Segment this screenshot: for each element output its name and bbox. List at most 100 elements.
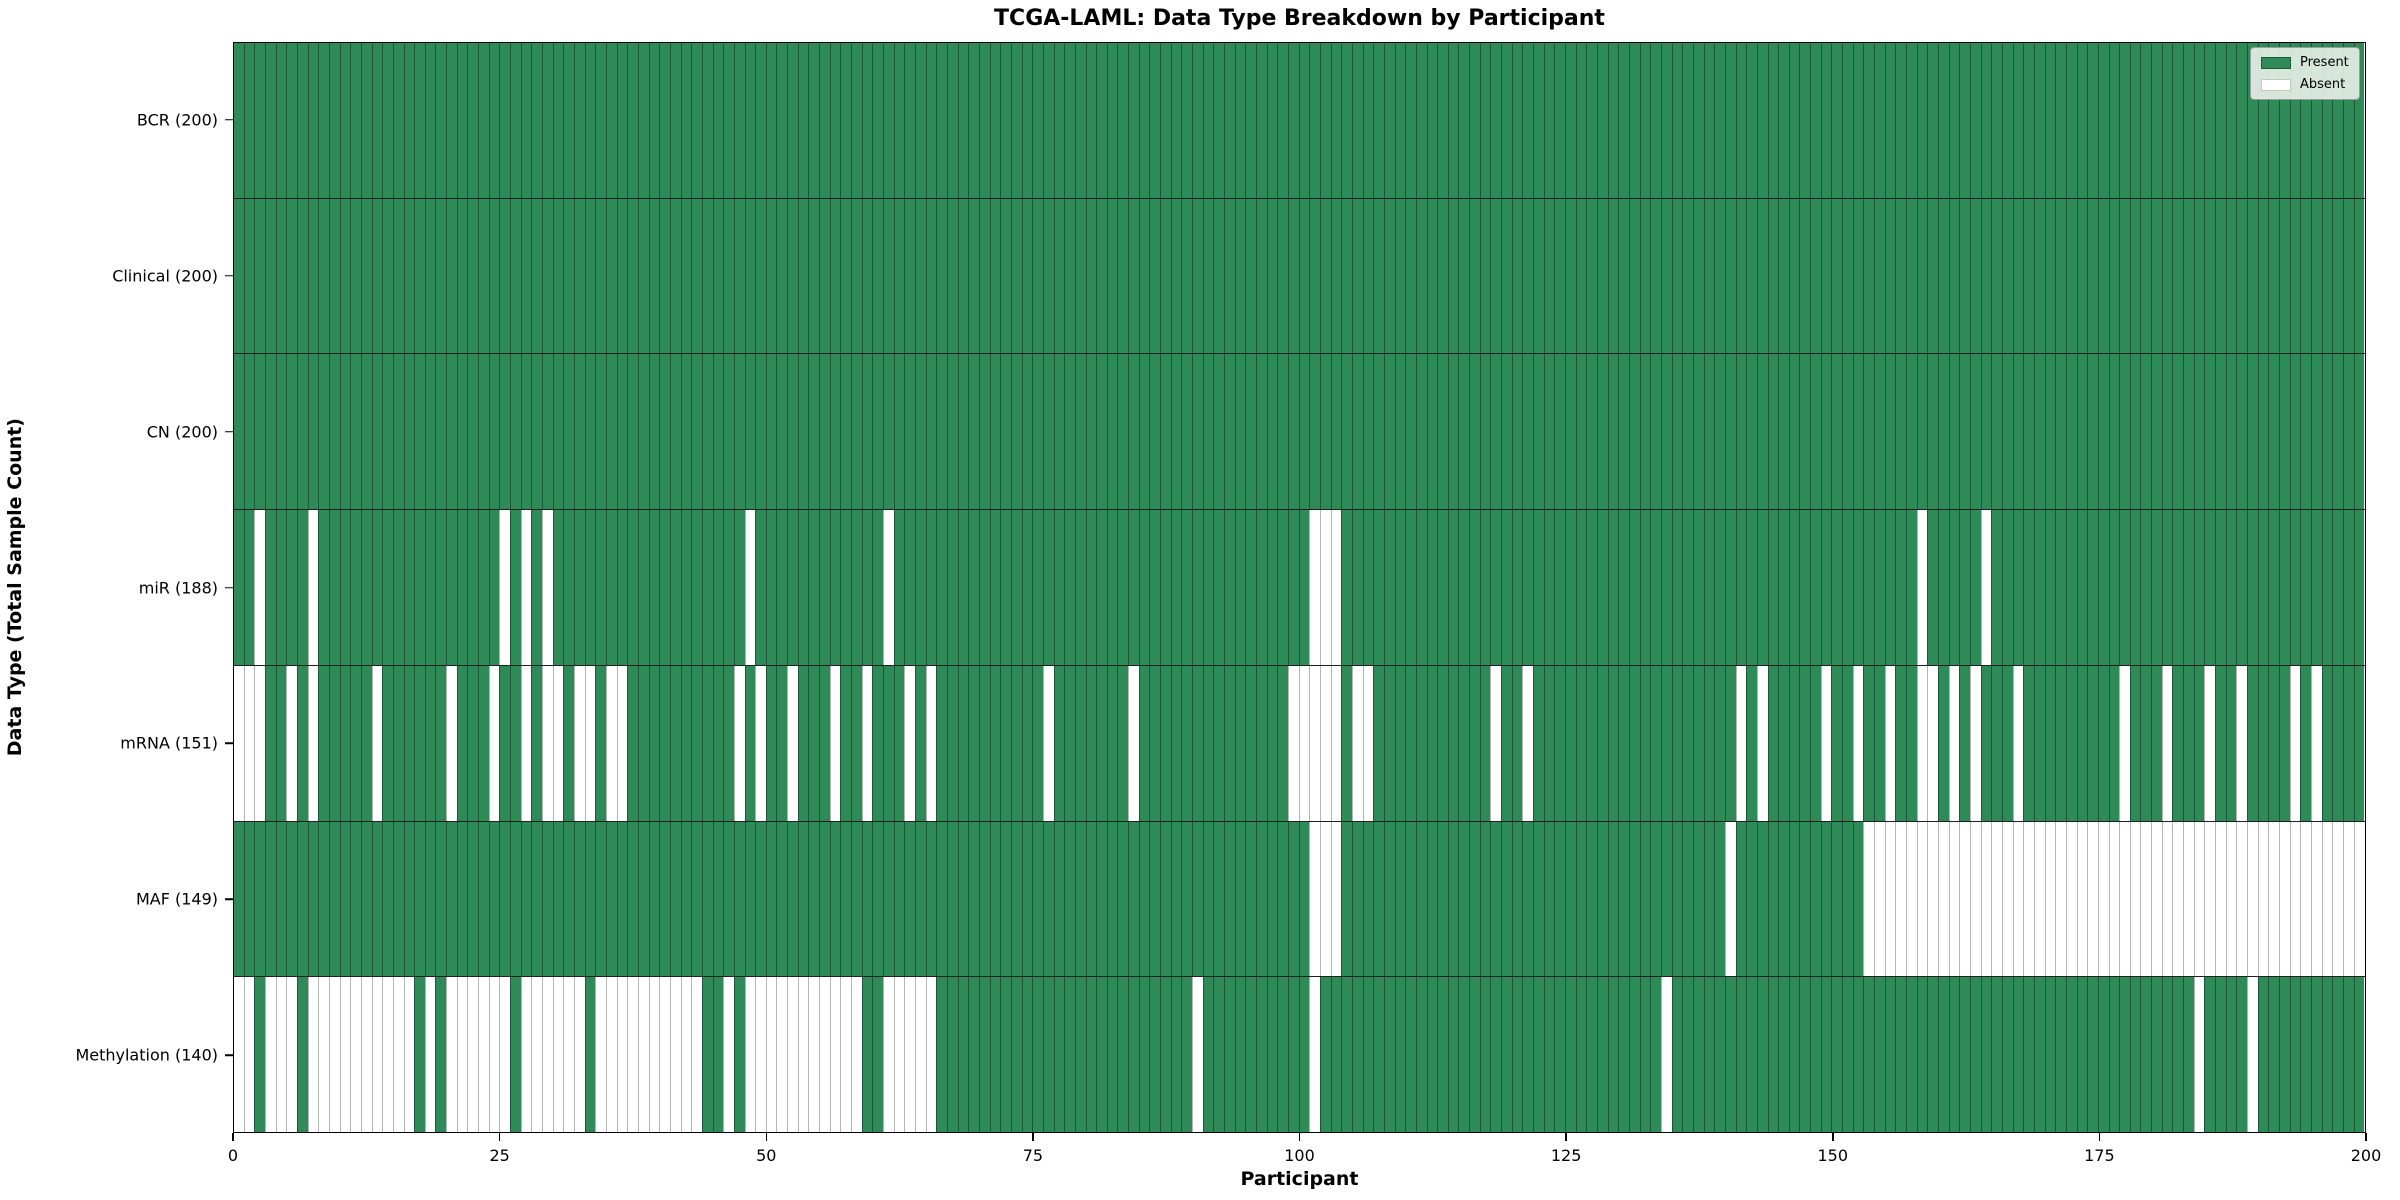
cell-mir-8	[318, 510, 329, 665]
cell-mir-185	[2204, 510, 2216, 665]
cell-methylation-168	[2023, 977, 2034, 1133]
cell-cn-91	[1202, 354, 1214, 510]
cell-mrna-26	[510, 665, 521, 821]
cell-clinical-156	[1895, 198, 1907, 354]
cell-methylation-194	[2300, 977, 2311, 1133]
cell-clinical-79	[1074, 198, 1086, 354]
cell-cn-158	[1916, 354, 1928, 510]
cell-mrna-76	[1042, 665, 1054, 821]
cell-mir-69	[968, 510, 979, 665]
cell-maf-101	[1309, 821, 1320, 977]
cell-maf-82	[1106, 821, 1118, 977]
cell-bcr-109	[1394, 43, 1406, 198]
cell-methylation-48	[744, 977, 756, 1133]
cell-mir-150	[1831, 510, 1843, 665]
cell-methylation-33	[584, 977, 596, 1133]
cell-bcr-60	[872, 43, 884, 198]
cell-mir-168	[2023, 510, 2034, 665]
cell-clinical-67	[946, 198, 958, 354]
cell-methylation-127	[1586, 977, 1597, 1133]
cell-clinical-97	[1266, 198, 1278, 354]
cell-methylation-35	[605, 977, 617, 1133]
cell-mrna-29	[542, 665, 553, 821]
cell-maf-25	[499, 821, 511, 977]
cell-mrna-37	[627, 665, 638, 821]
cell-clinical-71	[989, 198, 1001, 354]
cell-maf-88	[1170, 821, 1182, 977]
cell-cn-22	[467, 354, 479, 510]
cell-maf-81	[1096, 821, 1107, 977]
cell-mir-31	[563, 510, 574, 665]
cell-mrna-169	[2033, 665, 2045, 821]
cell-methylation-196	[2321, 977, 2333, 1133]
cell-mir-60	[872, 510, 884, 665]
cell-mrna-48	[744, 665, 756, 821]
cell-maf-177	[2119, 821, 2130, 977]
cell-cn-31	[563, 354, 574, 510]
cell-maf-156	[1895, 821, 1907, 977]
cell-cn-65	[925, 354, 937, 510]
cell-mrna-21	[456, 665, 468, 821]
cell-maf-0	[234, 821, 244, 977]
cell-methylation-87	[1160, 977, 1171, 1133]
cell-mir-93	[1224, 510, 1235, 665]
cell-clinical-181	[2161, 198, 2173, 354]
cell-bcr-41	[669, 43, 681, 198]
cell-clinical-153	[1863, 198, 1875, 354]
cell-cn-155	[1884, 354, 1896, 510]
cell-bcr-144	[1767, 43, 1779, 198]
cell-cn-139	[1714, 354, 1725, 510]
cell-maf-98	[1277, 821, 1288, 977]
cell-cn-194	[2300, 354, 2311, 510]
cell-maf-141	[1735, 821, 1747, 977]
cell-methylation-164	[1980, 977, 1992, 1133]
cell-maf-113	[1437, 821, 1448, 977]
cell-mrna-150	[1831, 665, 1843, 821]
cell-mir-146	[1788, 510, 1800, 665]
cell-cn-117	[1479, 354, 1491, 510]
cell-methylation-137	[1692, 977, 1704, 1133]
cell-clinical-18	[424, 198, 436, 354]
cell-mrna-144	[1767, 665, 1779, 821]
cell-methylation-183	[2183, 977, 2194, 1133]
cell-clinical-178	[2129, 198, 2141, 354]
cell-mrna-92	[1213, 665, 1225, 821]
cell-methylation-24	[488, 977, 500, 1133]
cell-mrna-112	[1426, 665, 1438, 821]
cell-cn-178	[2129, 354, 2141, 510]
cell-maf-153	[1863, 821, 1875, 977]
cell-mir-25	[499, 510, 511, 665]
row-methylation	[234, 976, 2365, 1133]
cell-mrna-93	[1224, 665, 1235, 821]
cell-bcr-190	[2257, 43, 2269, 198]
cell-clinical-157	[1906, 198, 1917, 354]
cell-bcr-87	[1160, 43, 1171, 198]
cell-methylation-36	[616, 977, 628, 1133]
cell-bcr-17	[414, 43, 425, 198]
cell-mir-111	[1415, 510, 1427, 665]
cell-mrna-153	[1863, 665, 1875, 821]
cell-clinical-56	[829, 198, 841, 354]
x-tick-mark	[1565, 1133, 1567, 1141]
cell-maf-16	[403, 821, 415, 977]
cell-cn-196	[2321, 354, 2333, 510]
cell-mir-33	[584, 510, 596, 665]
cell-mir-191	[2268, 510, 2279, 665]
cell-clinical-26	[510, 198, 521, 354]
cell-mir-174	[2087, 510, 2098, 665]
cell-clinical-3	[264, 198, 276, 354]
cell-mir-172	[2065, 510, 2077, 665]
cell-mir-41	[669, 510, 681, 665]
cell-maf-114	[1447, 821, 1459, 977]
cell-cn-115	[1458, 354, 1470, 510]
cell-clinical-122	[1533, 198, 1544, 354]
cell-maf-192	[2279, 821, 2290, 977]
cell-cn-128	[1597, 354, 1608, 510]
cell-clinical-136	[1682, 198, 1693, 354]
cell-methylation-171	[2055, 977, 2066, 1133]
cell-methylation-77	[1053, 977, 1065, 1133]
cell-mrna-195	[2310, 665, 2322, 821]
cell-mrna-17	[414, 665, 425, 821]
cell-mir-20	[446, 510, 457, 665]
cell-methylation-173	[2076, 977, 2088, 1133]
